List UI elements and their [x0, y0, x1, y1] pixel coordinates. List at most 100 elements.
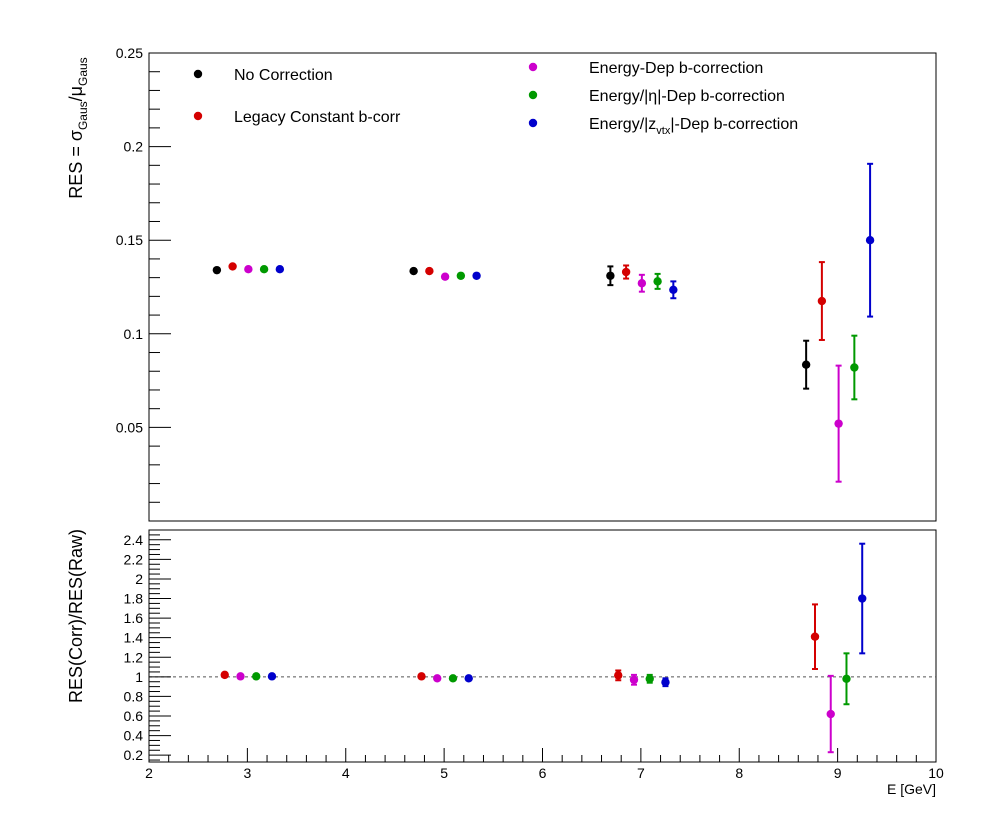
bottom-y-tick-label: 2.2 — [124, 551, 144, 567]
top-y-tick-label: 0.2 — [124, 139, 144, 155]
legend-marker — [193, 111, 203, 121]
marker — [236, 672, 245, 681]
data-point — [842, 652, 851, 706]
x-tick-label: 9 — [834, 765, 842, 781]
data-point — [456, 271, 466, 280]
data-point — [275, 265, 285, 274]
data-point — [637, 273, 647, 293]
marker — [661, 678, 670, 687]
top-panel: 0.05 0.1 0.15 0.2 0.25 No Correction Legacy C… — [66, 45, 937, 522]
top-y-tick-label: 0.25 — [116, 45, 143, 61]
data-point — [661, 677, 670, 688]
top-y-tick-label: 0.05 — [116, 419, 143, 435]
bottom-data-points — [220, 542, 867, 754]
legend-label: No Correction — [234, 67, 333, 84]
marker — [448, 674, 458, 683]
marker — [645, 674, 654, 683]
marker — [275, 265, 285, 274]
bottom-y-tick-label: 1.6 — [124, 610, 144, 626]
ylabel-sub1: Gaus — [76, 101, 90, 130]
legend-entry: Energy/|zvtx|-Dep b-correction — [528, 116, 798, 137]
data-point — [409, 266, 418, 276]
top-y-tick-label: 0.1 — [124, 326, 144, 342]
data-point — [212, 265, 222, 275]
bottom-y-tick-label: 0.8 — [124, 688, 144, 704]
data-point — [244, 265, 253, 274]
data-point — [817, 261, 827, 341]
marker — [464, 674, 473, 683]
legend-label-lead: Energy/|η|-Dep b-correction — [589, 88, 785, 105]
top-y-tick-label: 0.15 — [116, 232, 143, 248]
legend-label: Energy/|η|-Dep b-correction — [589, 88, 785, 105]
marker — [810, 632, 820, 641]
data-point — [629, 673, 639, 686]
legend-entry: Energy-Dep b-correction — [528, 60, 763, 77]
data-point — [472, 271, 481, 280]
marker — [472, 271, 481, 280]
bottom-y-tick-label: 2.4 — [124, 532, 144, 548]
marker — [842, 674, 851, 683]
legend-label: Energy/|zvtx|-Dep b-correction — [589, 116, 798, 137]
legend-label: Legacy Constant b-corr — [234, 109, 401, 126]
data-point — [236, 672, 245, 681]
bottom-plot-frame — [148, 529, 937, 763]
bottom-y-tick-label: 1.4 — [124, 630, 144, 646]
bottom-y-tick-label: 0.4 — [124, 728, 144, 744]
bottom-panel: 0.2 0.4 0.6 0.8 1 1.2 1.4 1.6 1.8 2 2.2 2.4 2 3 4 5 6 7 8… — [66, 529, 944, 797]
x-tick-label: 6 — [539, 765, 547, 781]
bottom-y-ticks: 0.2 0.4 0.6 0.8 1 1.2 1.4 1.6 1.8 2 2.2 2.4 — [124, 532, 171, 763]
data-point — [645, 673, 654, 684]
x-tick-label: 2 — [145, 765, 153, 781]
data-point — [606, 265, 615, 287]
bottom-y-axis-title: RES(Corr)/RES(Raw) — [66, 529, 86, 703]
bottom-y-tick-label: 0.2 — [124, 747, 144, 763]
x-tick-label: 5 — [440, 765, 448, 781]
legend-label-tail: |-Dep b-correction — [670, 116, 798, 133]
ylabel-lead: RES = σ — [66, 130, 86, 199]
marker — [425, 266, 434, 276]
data-point — [220, 670, 229, 680]
legend-entry: Energy/|η|-Dep b-correction — [528, 88, 785, 105]
marker — [409, 266, 418, 276]
marker — [826, 709, 835, 719]
bottom-y-tick-label: 2 — [135, 571, 143, 587]
data-point — [252, 672, 261, 681]
data-point — [464, 674, 473, 683]
x-axis-title: E [GeV] — [887, 781, 936, 797]
legend-label: Energy-Dep b-correction — [589, 60, 763, 77]
top-y-axis-title: RES = σGaus/μGaus — [66, 57, 90, 198]
data-point — [653, 272, 662, 290]
top-data-points — [212, 162, 875, 483]
marker — [669, 285, 678, 295]
legend-marker — [528, 118, 538, 128]
marker — [817, 296, 827, 306]
data-point — [826, 674, 835, 754]
legend-entry: Legacy Constant b-corr — [193, 109, 401, 126]
bottom-y-tick-label: 1 — [135, 669, 143, 685]
bottom-y-tick-label: 1.8 — [124, 591, 144, 607]
legend-label-lead: Energy/|z — [589, 116, 656, 133]
marker — [834, 419, 843, 428]
top-y-ticks: 0.05 0.1 0.15 0.2 0.25 — [116, 45, 171, 503]
x-tick-label: 10 — [928, 765, 944, 781]
marker — [252, 672, 261, 681]
data-point — [425, 266, 434, 276]
data-point — [614, 669, 623, 682]
data-point — [448, 674, 458, 683]
bottom-y-tick-label: 0.6 — [124, 708, 144, 724]
marker — [433, 674, 442, 683]
data-point — [850, 334, 859, 401]
legend-label-sub: vtx — [656, 125, 671, 137]
data-point — [433, 674, 442, 683]
data-point — [417, 672, 426, 681]
marker — [858, 594, 867, 603]
marker — [614, 671, 623, 680]
legend-marker — [528, 90, 538, 100]
top-plot-frame — [148, 52, 937, 522]
data-point — [858, 542, 867, 655]
marker — [801, 360, 811, 369]
ylabel-mid: /μ — [66, 86, 86, 101]
x-tick-label: 3 — [243, 765, 251, 781]
marker — [244, 265, 253, 274]
marker — [259, 265, 269, 274]
